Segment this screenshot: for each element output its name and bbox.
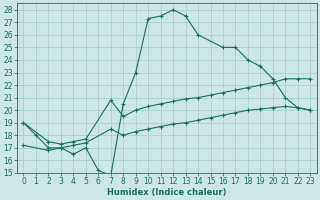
X-axis label: Humidex (Indice chaleur): Humidex (Indice chaleur) xyxy=(107,188,227,197)
